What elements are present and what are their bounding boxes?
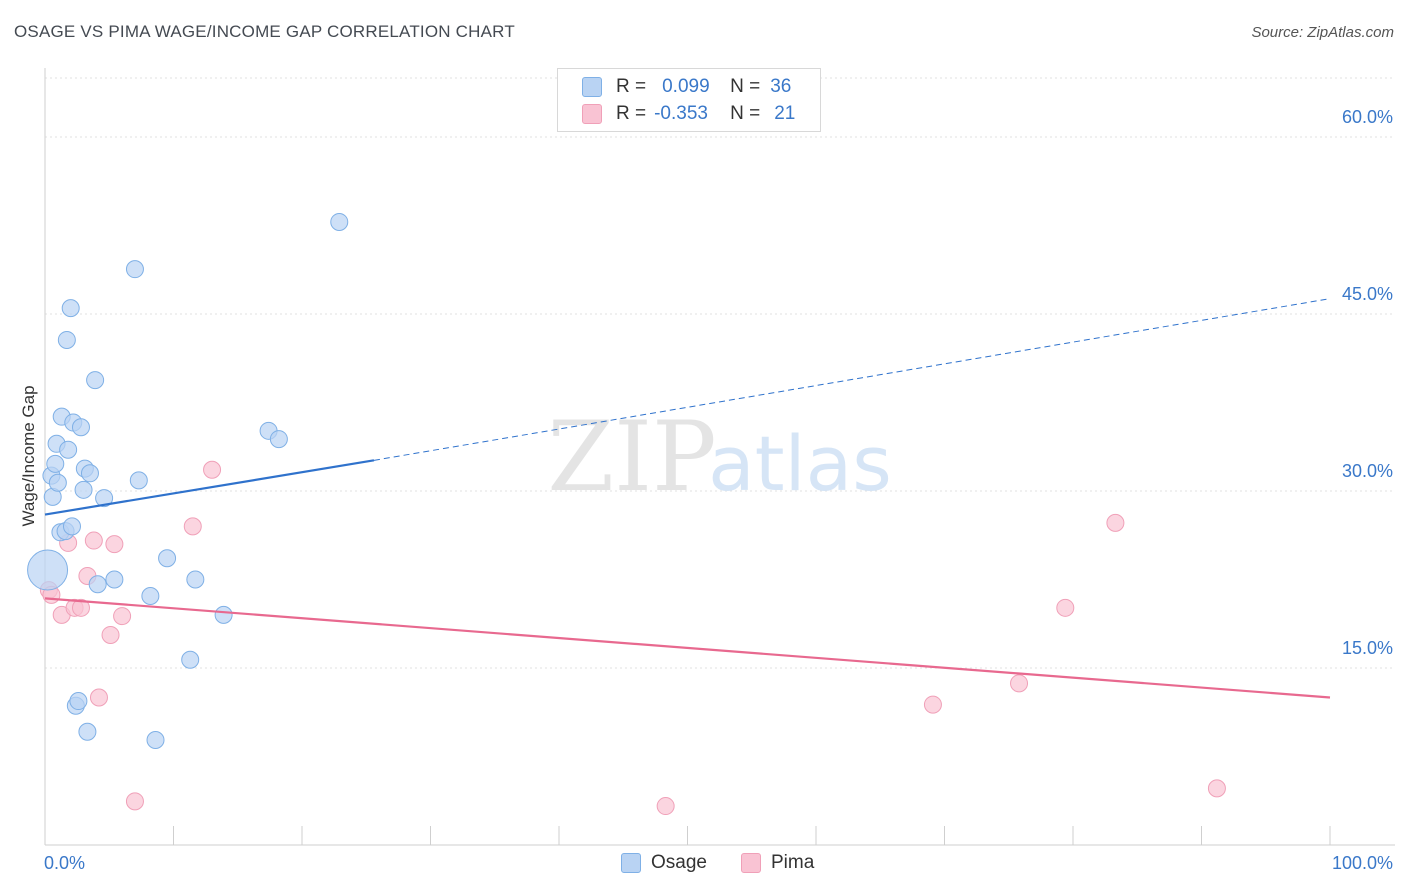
pima-point (105, 535, 124, 554)
osage-point (95, 489, 114, 508)
osage-point (48, 473, 67, 492)
trend-layer (44, 298, 1331, 699)
axis-layer: 15.0% 30.0% 45.0% 60.0% 0.0% 100.0% (44, 68, 1395, 873)
bottom-legend-osage: Osage (621, 852, 707, 874)
points-layer (27, 212, 1226, 816)
bottom-legend-osage-label: Osage (651, 852, 707, 873)
pima-point (1010, 674, 1029, 693)
legend-osage-r-value: 0.099 (662, 76, 710, 97)
bottom-legend-pima-swatch (741, 853, 761, 873)
osage-point (214, 605, 233, 624)
osage-point (141, 587, 160, 606)
y-tick-label: 30.0% (1342, 461, 1393, 481)
pima-point (923, 695, 942, 714)
x-tick-label: 0.0% (44, 853, 85, 873)
watermark: ZIP atlas (547, 401, 891, 513)
pima-point (1207, 779, 1226, 798)
osage-point (125, 260, 144, 279)
osage-point (62, 517, 81, 536)
pima-point (1056, 598, 1075, 617)
osage-point (129, 471, 148, 490)
legend-pima-swatch (582, 104, 602, 124)
legend-osage-n-label: N = (730, 76, 761, 97)
chart-title: OSAGE VS PIMA WAGE/INCOME GAP CORRELATIO… (14, 22, 515, 41)
osage-point (74, 480, 93, 499)
osage-point (59, 440, 78, 459)
watermark-atlas: atlas (708, 419, 892, 508)
bottom-legend-pima: Pima (741, 852, 814, 874)
pima-point (84, 531, 103, 550)
osage-point (27, 549, 69, 591)
pima-point (71, 598, 90, 617)
osage-point (105, 570, 124, 589)
y-tick-label: 15.0% (1342, 638, 1393, 658)
bottom-legend-pima-label: Pima (771, 852, 815, 873)
watermark-zip: ZIP (547, 401, 716, 513)
pima-point (125, 792, 144, 811)
legend-pima-n-value: 21 (774, 103, 796, 124)
pima-point (656, 797, 675, 816)
legend-row-pima: R = -0.353 N = 21 (582, 102, 795, 126)
legend-pima-n-label: N = (730, 103, 761, 124)
osage-point (269, 430, 288, 449)
osage-point (330, 212, 349, 231)
legend-osage-r-label: R = (616, 76, 647, 97)
y-axis-label: Wage/Income Gap (19, 385, 38, 526)
osage-point (181, 650, 200, 669)
osage-point (158, 549, 177, 568)
legend-box: R = 0.099 N = 36 R = -0.353 N = 21 (557, 68, 821, 132)
pima-point (89, 688, 108, 707)
osage-point (61, 299, 80, 318)
pima-point (1106, 513, 1125, 532)
x-tick-label: 100.0% (1332, 853, 1393, 873)
pima-trend-line (44, 597, 1331, 699)
osage-point (71, 418, 90, 437)
legend-pima-r-value: -0.353 (654, 103, 708, 124)
osage-point (86, 371, 105, 390)
y-tick-label: 45.0% (1342, 284, 1393, 304)
bottom-legend-osage-swatch (621, 853, 641, 873)
osage-point (78, 722, 97, 741)
osage-point (69, 692, 88, 711)
legend-pima-r-label: R = (616, 103, 647, 124)
osage-point (88, 575, 107, 594)
grid-layer (45, 77, 1395, 669)
pima-point (183, 517, 202, 536)
legend-row-osage: R = 0.099 N = 36 (582, 75, 791, 99)
pima-point (113, 607, 132, 626)
legend-osage-n-value: 36 (770, 76, 792, 97)
osage-point (80, 464, 99, 483)
pima-point (203, 460, 222, 479)
osage-point (46, 454, 65, 473)
osage-trend-line (44, 459, 375, 516)
osage-trend-line-projected (373, 298, 1331, 461)
y-tick-label: 60.0% (1342, 107, 1393, 127)
legend-osage-swatch (582, 77, 602, 97)
osage-point (146, 730, 165, 749)
source-label: Source: ZipAtlas.com (1251, 24, 1394, 41)
pima-point (101, 625, 120, 644)
osage-point (186, 570, 205, 589)
osage-point (57, 330, 76, 349)
